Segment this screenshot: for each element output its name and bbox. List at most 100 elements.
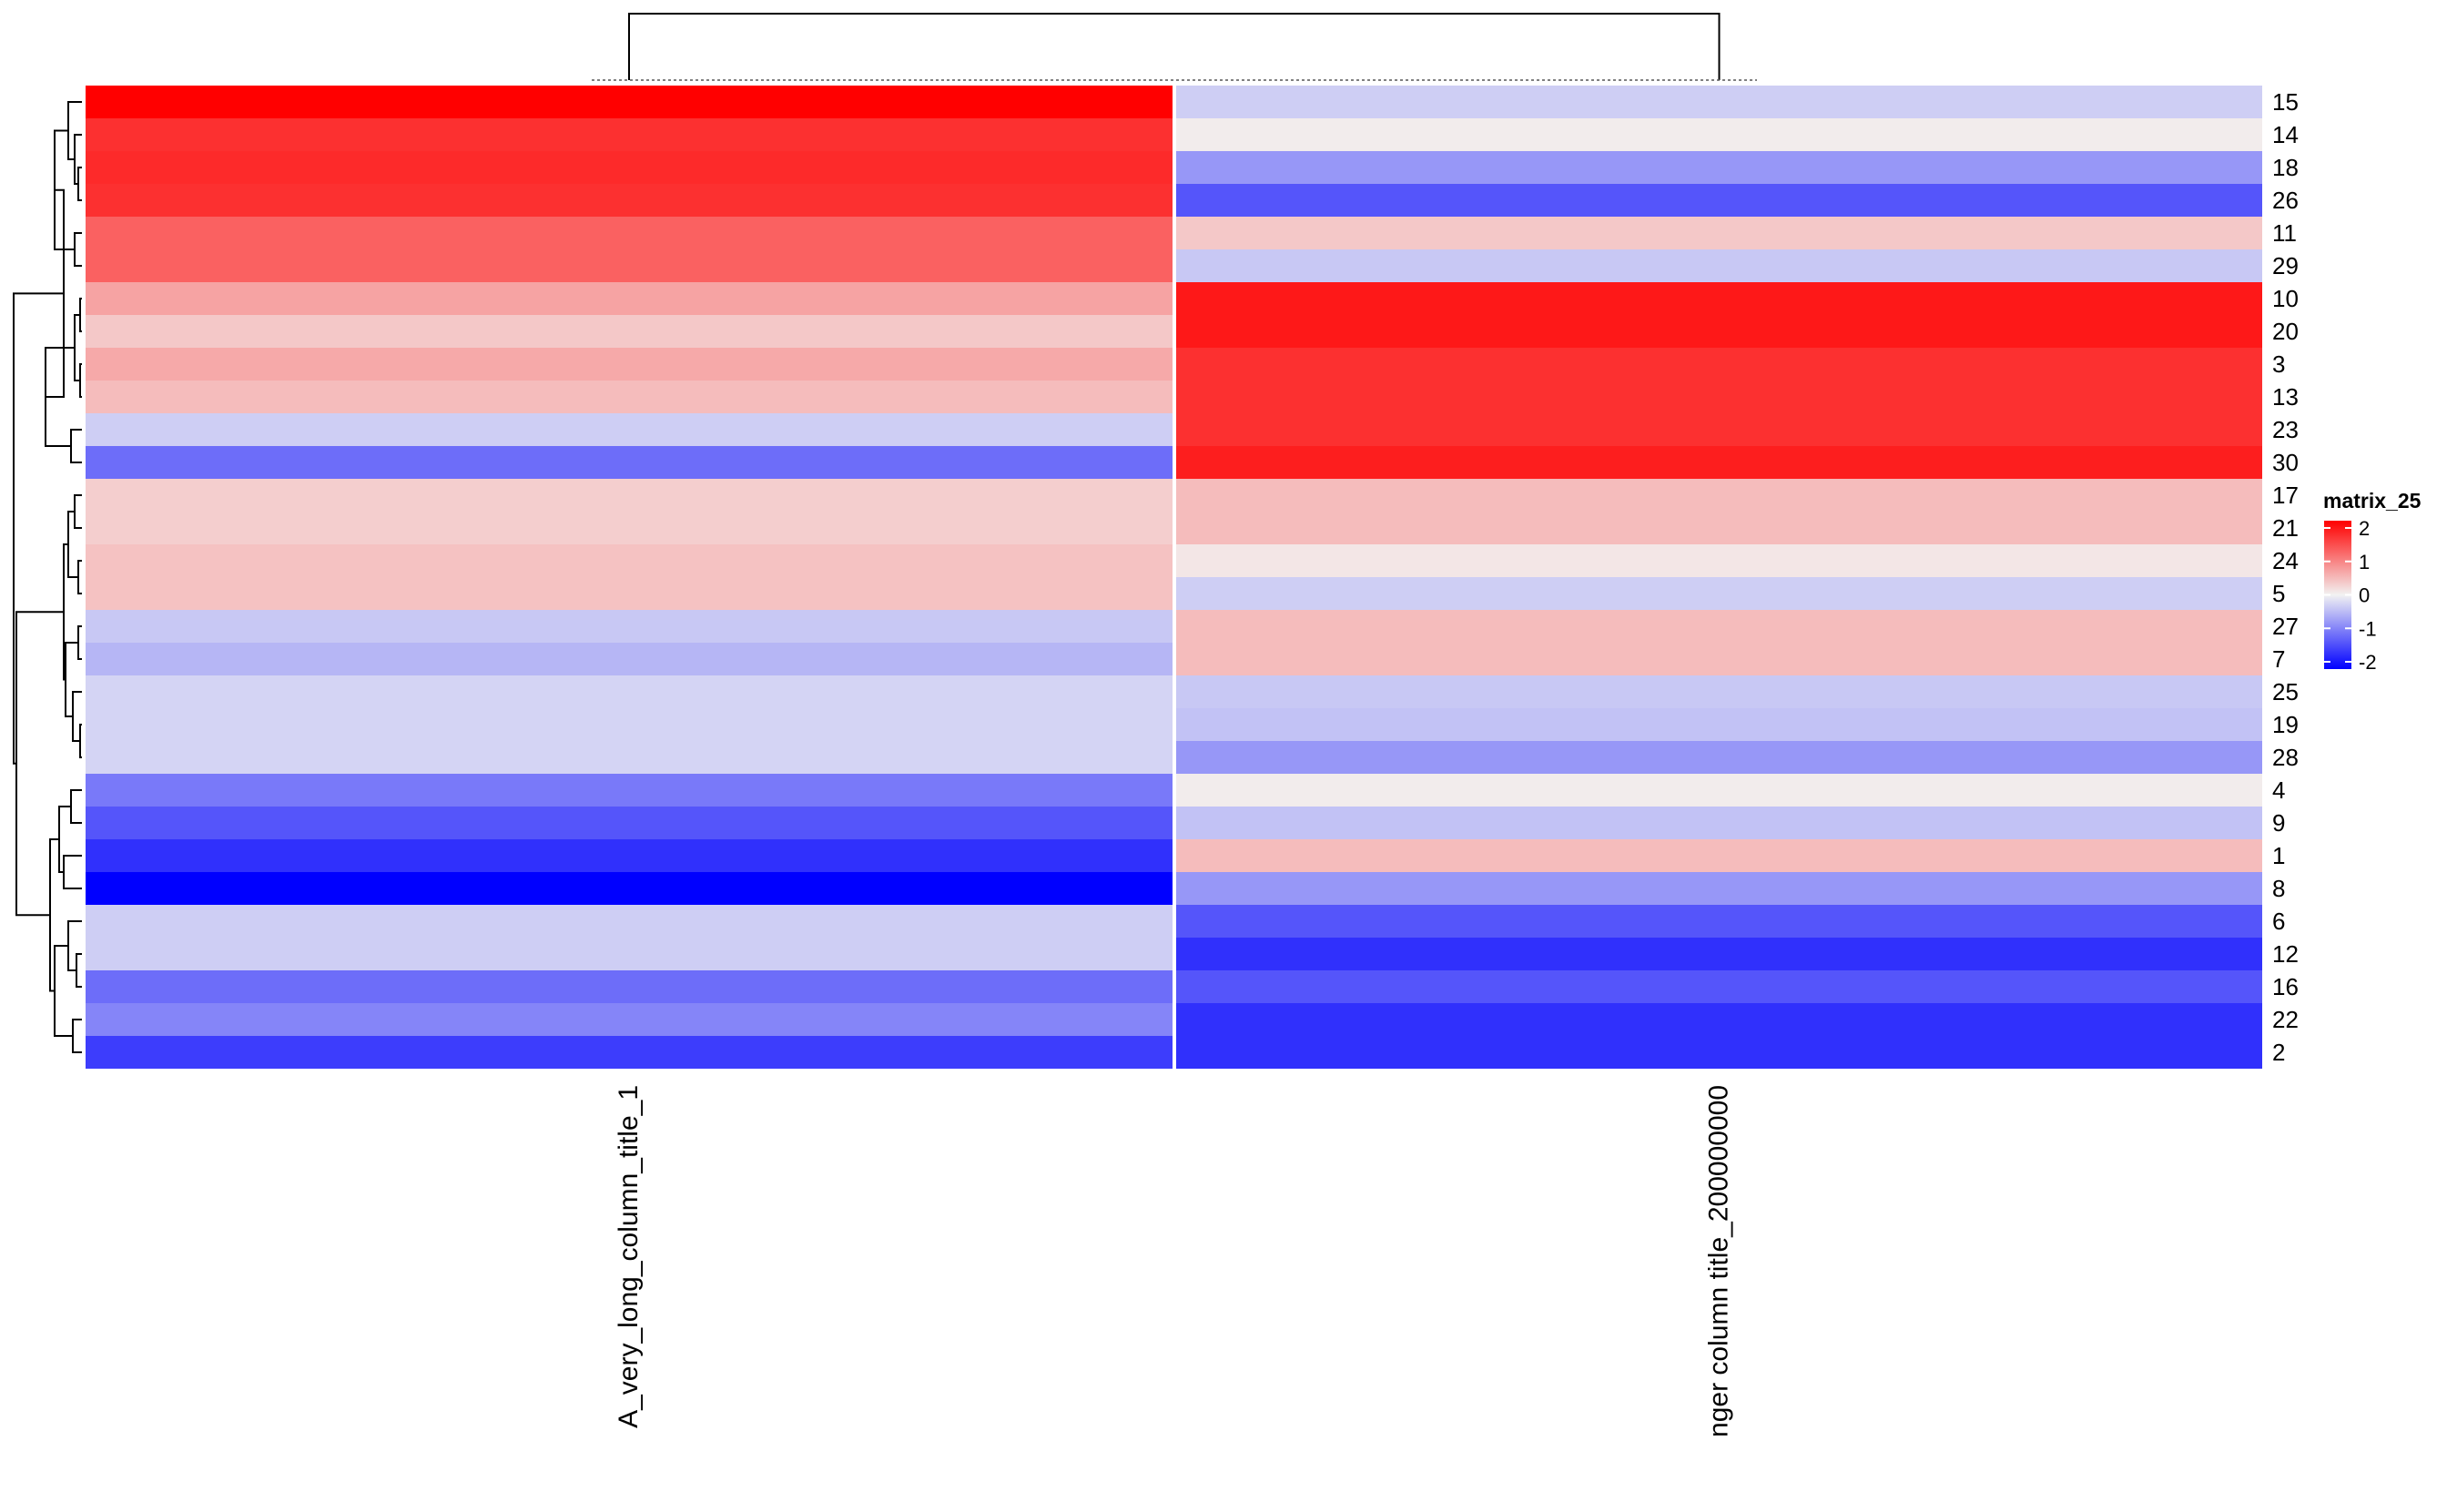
row-label: 4 (2272, 776, 2285, 804)
row-dendrogram-branch (74, 232, 82, 267)
row-label: 7 (2272, 645, 2285, 673)
heatmap-cell (86, 708, 1173, 741)
heatmap-cell (86, 151, 1173, 184)
heatmap-cell (1176, 479, 2262, 512)
heatmap-cell (86, 643, 1173, 675)
row-dendrogram-branch (79, 363, 82, 398)
heatmap-cell (86, 1003, 1173, 1036)
heatmap-cell (1176, 872, 2262, 905)
heatmap-cell (1176, 151, 2262, 184)
row-label: 16 (2272, 973, 2299, 1000)
row-label: 21 (2272, 514, 2299, 542)
heatmap-cell (86, 741, 1173, 774)
row-label: 19 (2272, 711, 2299, 738)
row-label: 15 (2272, 88, 2299, 116)
row-label: 10 (2272, 285, 2299, 312)
heatmap-cell (1176, 544, 2262, 577)
row-dendrogram-branch (15, 611, 64, 917)
heatmap-cell (86, 905, 1173, 938)
heatmap-cell (86, 413, 1173, 446)
heatmap-cell (1176, 741, 2262, 774)
row-dendrogram-branch (74, 494, 82, 529)
row-label: 2 (2272, 1039, 2285, 1066)
heatmap-cell (86, 610, 1173, 643)
heatmap-cell (1176, 381, 2262, 413)
row-label: 12 (2272, 940, 2299, 968)
row-label: 26 (2272, 187, 2299, 214)
heatmap-cell (1176, 610, 2262, 643)
heatmap-cell (86, 1036, 1173, 1069)
row-label: 1 (2272, 842, 2285, 869)
heatmap-cell (1176, 512, 2262, 544)
heatmap-cell (86, 807, 1173, 839)
heatmap-cell (1176, 905, 2262, 938)
color-legend: matrix_25 2 1 0 -1 -2 (2323, 489, 2422, 674)
row-label: 13 (2272, 383, 2299, 411)
row-label: 18 (2272, 154, 2299, 181)
heatmap-cell (86, 577, 1173, 610)
column-label: A_very_long_column_title_1 (614, 1085, 644, 1428)
heatmap-cell (86, 118, 1173, 151)
column-label: nger column title_200000000 (1704, 1085, 1734, 1437)
legend-tick-label: 2 (2359, 517, 2370, 540)
row-label: 8 (2272, 875, 2285, 902)
heatmap-cells (86, 86, 2262, 1069)
row-label: 11 (2272, 219, 2297, 247)
row-dendrogram-branch (54, 945, 73, 1037)
row-dendrogram-branch (70, 429, 82, 463)
row-dendrogram-branch (72, 1019, 82, 1053)
row-label: 23 (2272, 416, 2299, 443)
heatmap-cell (1176, 839, 2262, 872)
heatmap-cell (86, 839, 1173, 872)
heatmap-cell (1176, 938, 2262, 970)
row-dendrogram-branch (77, 625, 82, 660)
heatmap-cell (1176, 184, 2262, 217)
heatmap-cell (1176, 1036, 2262, 1069)
row-label: 28 (2272, 744, 2299, 771)
column-dendrogram-branch (628, 13, 1721, 80)
row-label: 27 (2272, 613, 2299, 640)
heatmap-cell (86, 348, 1173, 381)
heatmap-cell (1176, 577, 2262, 610)
heatmap-cell (1176, 675, 2262, 708)
heatmap-cell (1176, 315, 2262, 348)
row-label: 29 (2272, 252, 2299, 279)
row-label: 20 (2272, 318, 2299, 345)
heatmap-cell (86, 184, 1173, 217)
heatmap-cell (1176, 1003, 2262, 1036)
legend-tick-label: -1 (2359, 617, 2377, 640)
row-dendrogram-branch (13, 292, 64, 765)
heatmap-cell (86, 217, 1173, 249)
row-label: 14 (2272, 121, 2299, 148)
row-label: 3 (2272, 350, 2285, 378)
heatmap-cell (1176, 643, 2262, 675)
row-label: 22 (2272, 1006, 2299, 1033)
legend-title: matrix_25 (2323, 489, 2422, 512)
legend-tick-label: 0 (2359, 584, 2370, 607)
row-dendrogram-branch (79, 724, 82, 758)
heatmap-cell (1176, 807, 2262, 839)
heatmap-cell (1176, 86, 2262, 118)
heatmap-cell (86, 938, 1173, 970)
heatmap-cell (86, 315, 1173, 348)
heatmap-cell (86, 872, 1173, 905)
row-dendrogram-branch (63, 855, 82, 889)
row-label: 24 (2272, 547, 2299, 574)
heatmap-cell (1176, 249, 2262, 282)
heatmap-cell (86, 544, 1173, 577)
legend-tick-label: -2 (2359, 651, 2377, 674)
row-label: 17 (2272, 482, 2299, 509)
heatmap-cell (86, 381, 1173, 413)
row-dendrogram-branch (58, 806, 71, 873)
column-labels: A_very_long_column_title_1 nger column ti… (614, 1085, 1734, 1437)
heatmap-cell (86, 86, 1173, 118)
row-label: 9 (2272, 809, 2285, 837)
heatmap-cell (1176, 446, 2262, 479)
legend-ticks: 2 1 0 -1 -2 (2324, 517, 2377, 674)
heatmap-cell (1176, 970, 2262, 1003)
heatmap-cell (86, 249, 1173, 282)
heatmap-cell (1176, 774, 2262, 807)
heatmap-cell (1176, 348, 2262, 381)
heatmap-cell (86, 970, 1173, 1003)
